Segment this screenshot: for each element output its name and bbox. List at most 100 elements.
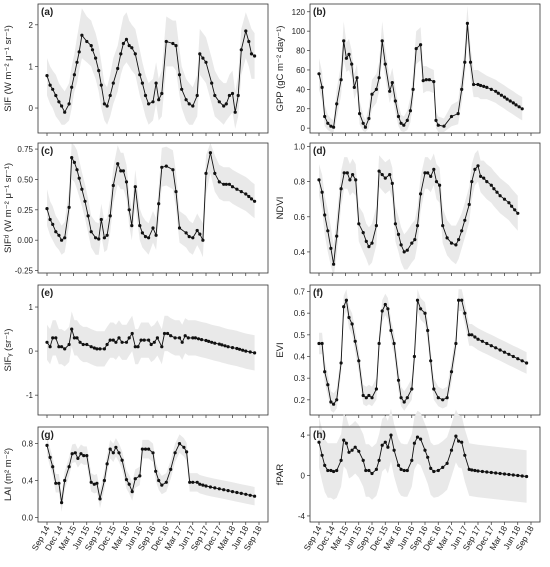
data-point (465, 21, 469, 25)
data-point (361, 393, 365, 398)
data-point (86, 214, 90, 218)
data-point (222, 182, 226, 186)
data-point (494, 346, 498, 350)
uncertainty-band (319, 5, 523, 132)
data-point (426, 328, 430, 333)
uncertainty-band (319, 289, 527, 413)
data-point (111, 451, 115, 455)
data-point (133, 185, 137, 189)
data-point (432, 387, 436, 391)
data-point (525, 361, 529, 365)
data-point (525, 474, 529, 479)
data-point (160, 165, 164, 169)
data-point (119, 52, 123, 56)
data-point (151, 226, 155, 230)
data-point (147, 338, 151, 342)
data-point (180, 340, 184, 344)
data-point (217, 100, 221, 104)
panel-c: -0.25 0.00 0.25 0.50 0.75 (c) SIFᵈ (W m⁻² μ⁻¹ … (3, 142, 269, 276)
data-point (339, 361, 343, 365)
data-point (326, 229, 330, 233)
data-point (45, 340, 49, 344)
y-tick-label: -1 (26, 391, 34, 400)
panel-frame (37, 426, 269, 523)
data-point (399, 396, 403, 400)
data-point (520, 107, 524, 111)
data-point (317, 440, 321, 444)
data-point (130, 224, 134, 228)
y-axis-label: SIFᵧ (sr⁻¹) (3, 329, 14, 372)
data-point (498, 471, 502, 476)
data-point (191, 104, 195, 108)
data-point (97, 69, 101, 73)
data-point (389, 433, 393, 437)
data-point (358, 112, 362, 116)
data-point (67, 342, 71, 347)
data-point (344, 441, 348, 445)
data-point (405, 396, 409, 400)
data-point (386, 445, 390, 449)
data-point (151, 100, 155, 104)
data-point (85, 39, 89, 44)
data-point (45, 207, 49, 211)
data-point (193, 336, 197, 340)
data-point (57, 481, 61, 485)
data-point (467, 333, 471, 337)
data-point (442, 124, 446, 128)
data-point (235, 187, 239, 191)
data-point (436, 396, 440, 400)
data-point (210, 81, 214, 85)
data-point (164, 480, 168, 484)
data-point (344, 298, 348, 302)
data-point (136, 345, 140, 349)
data-point (105, 104, 109, 108)
data-point (419, 43, 423, 47)
y-axis-label: SIFᵈ (W m⁻² μ⁻¹ sr⁻¹) (3, 163, 14, 253)
data-point (389, 328, 393, 333)
data-point (75, 60, 79, 64)
data-point (94, 56, 98, 60)
data-point (335, 398, 339, 402)
data-point (157, 202, 161, 206)
data-point (370, 396, 374, 400)
y-tick-label: 2 (29, 21, 34, 30)
data-point (480, 339, 484, 343)
data-point (70, 156, 74, 160)
data-point (353, 339, 357, 343)
data-point (326, 121, 330, 125)
data-point (342, 39, 346, 43)
data-point (92, 346, 96, 350)
data-point (457, 439, 461, 443)
data-point (77, 176, 81, 180)
data-point (507, 352, 511, 356)
data-point (195, 480, 199, 484)
data-point (374, 87, 378, 91)
data-point (239, 190, 243, 194)
data-point (63, 110, 67, 114)
data-point (410, 387, 414, 391)
data-point (127, 336, 131, 340)
data-point (353, 445, 357, 449)
data-point (239, 491, 243, 495)
data-point (355, 76, 359, 80)
y-tick-label: 0.8 (22, 440, 34, 449)
data-point (201, 483, 205, 487)
data-point (200, 338, 204, 342)
data-point (173, 336, 177, 340)
data-point (419, 307, 423, 311)
data-point (80, 187, 84, 191)
data-point (492, 187, 496, 191)
data-point (227, 182, 231, 186)
data-point (516, 211, 520, 215)
data-point (89, 44, 93, 48)
panel-tag: (c) (41, 146, 53, 157)
data-point (432, 469, 436, 474)
data-point (238, 347, 242, 351)
y-tick-label: 0.4 (294, 353, 306, 362)
data-point (108, 93, 112, 98)
data-point (414, 47, 418, 51)
panel-tag: (e) (41, 288, 53, 299)
data-point (383, 440, 387, 444)
data-point (247, 194, 251, 199)
data-point (114, 445, 118, 449)
